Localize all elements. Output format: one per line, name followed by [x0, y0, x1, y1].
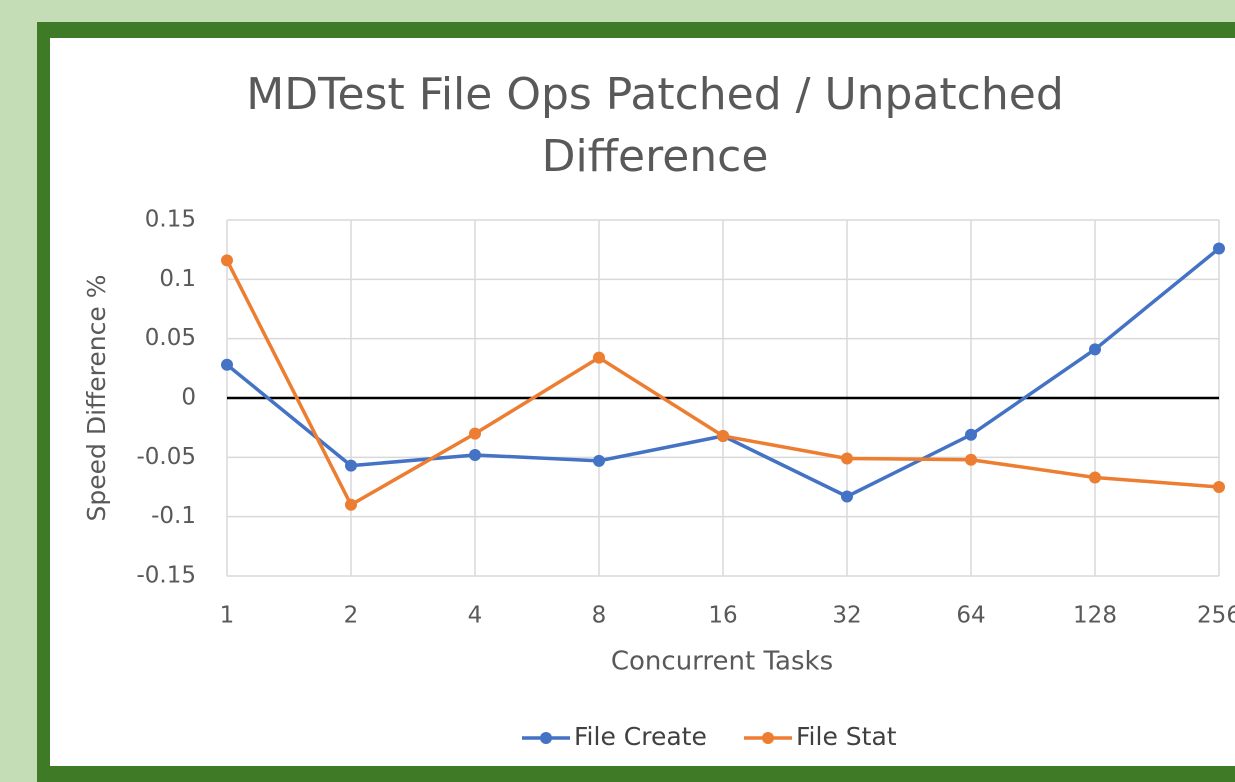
chart-area	[50, 38, 1235, 766]
legend-marker	[762, 732, 774, 744]
marker	[1089, 343, 1101, 356]
legend-marker	[540, 732, 552, 744]
marker	[965, 428, 977, 441]
y-tick-label: 0.05	[145, 325, 196, 351]
x-tick-label: 1	[220, 603, 235, 629]
y-tick-label: -0.15	[136, 563, 196, 589]
x-tick-label: 64	[956, 603, 985, 629]
marker	[469, 448, 481, 461]
page: MDTest File Ops Patched / Unpatched Diff…	[37, 22, 1235, 782]
x-tick-label: 2	[344, 603, 359, 629]
marker	[841, 452, 853, 465]
x-tick-label: 16	[708, 603, 737, 629]
y-axis-label: Speed Difference %	[82, 275, 111, 522]
y-tick-label: -0.1	[151, 503, 196, 529]
x-tick-label: 32	[832, 603, 861, 629]
marker	[345, 459, 357, 472]
x-tick-label: 8	[592, 603, 607, 629]
marker	[1089, 471, 1101, 484]
y-tick-label: -0.05	[136, 444, 196, 470]
y-tick-label: 0.15	[145, 207, 196, 233]
marker	[469, 427, 481, 440]
x-tick-label: 4	[468, 603, 483, 629]
marker	[221, 254, 233, 267]
x-tick-label: 256	[1197, 603, 1235, 629]
y-tick-label: 0	[181, 385, 196, 411]
chart: Concurrent Tasks Speed Difference % -0.1…	[82, 207, 1235, 752]
x-axis-label: Concurrent Tasks	[611, 647, 833, 677]
legend-label: File Create	[574, 722, 707, 751]
y-tick-label: 0.1	[159, 266, 196, 292]
marker	[345, 498, 357, 511]
marker	[593, 454, 605, 467]
marker	[593, 351, 605, 364]
x-tick-label: 128	[1073, 603, 1117, 629]
chart-title: MDTest File Ops Patched / Unpatched Diff…	[246, 69, 1064, 182]
marker	[717, 429, 729, 442]
marker	[1213, 481, 1225, 493]
marker	[1213, 242, 1225, 255]
marker	[965, 453, 977, 466]
marker	[221, 358, 233, 371]
legend-label: File Stat	[796, 722, 897, 751]
marker	[841, 490, 853, 503]
